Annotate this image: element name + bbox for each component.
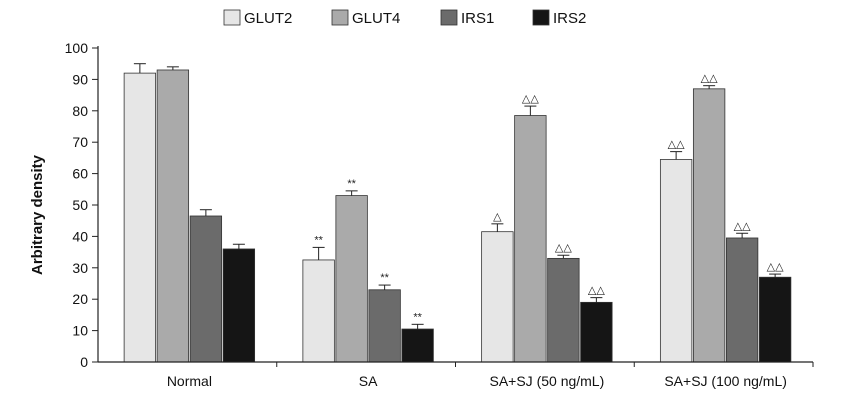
significance-marker: △△ bbox=[734, 220, 751, 232]
legend-label: GLUT4 bbox=[352, 10, 400, 27]
y-axis: 0 10 20 30 40 50 60 70 80 90 100 bbox=[65, 40, 99, 370]
bar-glut2 bbox=[659, 159, 693, 363]
y-tick-label: 100 bbox=[65, 40, 89, 56]
bar-glut2 bbox=[123, 72, 157, 363]
significance-marker: △△ bbox=[701, 73, 718, 85]
bar-glut4 bbox=[692, 88, 726, 363]
significance-marker: ** bbox=[314, 234, 323, 246]
significance-marker: ** bbox=[413, 311, 422, 323]
legend-label: IRS1 bbox=[461, 10, 494, 27]
bar-irs1 bbox=[725, 237, 759, 363]
legend-swatch bbox=[532, 9, 550, 26]
x-axis: Normal SA SA+SJ (50 ng/mL) SA+SJ (100 ng/mL… bbox=[98, 361, 814, 389]
bar-glut2 bbox=[302, 259, 335, 363]
significance-marker: △ bbox=[493, 211, 502, 223]
bar-irs1 bbox=[189, 215, 223, 363]
significance-marker: ** bbox=[347, 178, 356, 190]
y-tick-label: 10 bbox=[72, 323, 88, 339]
bar-irs1 bbox=[547, 257, 580, 363]
significance-marker: △△ bbox=[522, 93, 539, 105]
y-tick-label: 40 bbox=[72, 228, 88, 244]
bar-glut4 bbox=[514, 115, 547, 363]
significance-marker: △△ bbox=[555, 242, 572, 254]
x-category-label: SA+SJ (100 ng/mL) bbox=[664, 373, 787, 389]
significance-marker: △△ bbox=[767, 261, 784, 273]
legend-label: IRS2 bbox=[553, 10, 586, 27]
bar-glut4 bbox=[156, 69, 190, 363]
y-axis-label: Arbitrary density bbox=[29, 154, 46, 275]
bar-glut2 bbox=[481, 231, 514, 363]
legend-label: GLUT2 bbox=[244, 10, 292, 27]
bar-glut4 bbox=[335, 195, 368, 363]
bar-irs2 bbox=[758, 276, 792, 363]
legend: GLUT2 GLUT4 IRS1 IRS2 bbox=[223, 9, 586, 27]
significance-marker: △△ bbox=[668, 139, 685, 151]
y-tick-label: 80 bbox=[72, 103, 88, 119]
y-tick-label: 70 bbox=[72, 134, 88, 150]
y-tick-label: 30 bbox=[72, 260, 88, 276]
legend-swatch bbox=[331, 9, 349, 26]
y-tick-label: 90 bbox=[72, 71, 88, 87]
y-tick-label: 0 bbox=[80, 354, 88, 370]
x-category-label: SA+SJ (50 ng/mL) bbox=[489, 373, 604, 389]
bar-irs2 bbox=[401, 328, 434, 363]
bar-irs1 bbox=[368, 289, 401, 363]
bar-irs2 bbox=[580, 301, 613, 363]
significance-marker: △△ bbox=[588, 285, 605, 297]
plot-area: ********△△△△△△△△△△△△△△△ bbox=[123, 63, 792, 363]
y-tick-label: 50 bbox=[72, 197, 88, 213]
legend-swatch bbox=[440, 9, 458, 26]
legend-swatch bbox=[223, 9, 241, 26]
y-tick-label: 60 bbox=[72, 166, 88, 182]
significance-marker: ** bbox=[380, 272, 389, 284]
x-category-label: Normal bbox=[167, 373, 212, 389]
x-category-label: SA bbox=[359, 373, 378, 389]
y-tick-label: 20 bbox=[72, 291, 88, 307]
bar-irs2 bbox=[222, 248, 256, 363]
